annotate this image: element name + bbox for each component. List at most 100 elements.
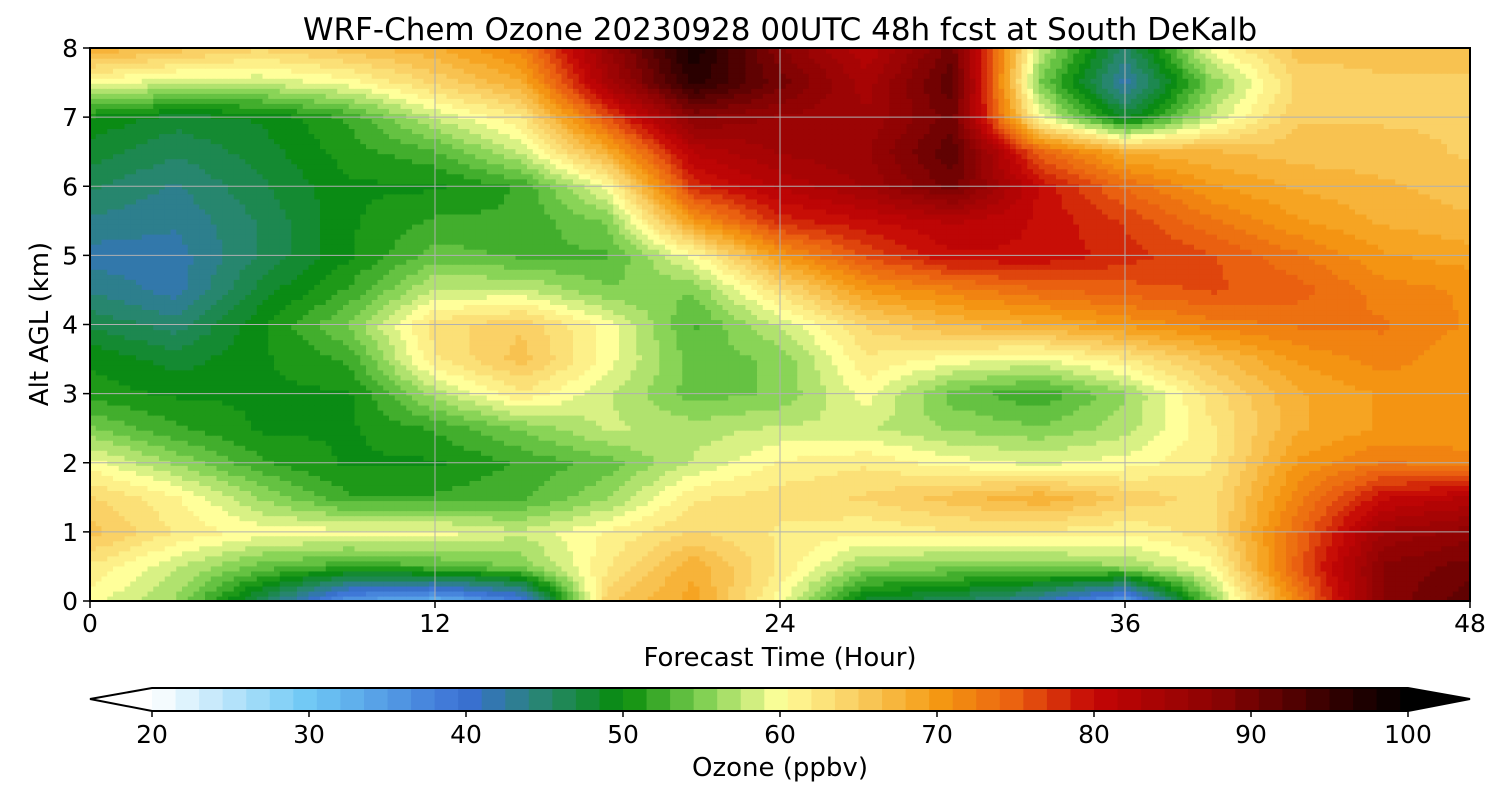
- ozone-cell: [171, 586, 177, 592]
- ozone-cell: [389, 576, 395, 582]
- ozone-cell: [1459, 581, 1465, 587]
- ozone-cell: [1142, 571, 1148, 577]
- ozone-cell: [481, 591, 487, 597]
- ozone-cell: [251, 566, 257, 572]
- ozone-cell: [521, 581, 527, 587]
- ozone-cell: [113, 571, 119, 577]
- ozone-cell: [280, 591, 286, 597]
- ozone-cell: [383, 586, 389, 592]
- ozone-cell: [130, 576, 136, 582]
- ozone-cell: [1200, 586, 1206, 592]
- ozone-cell: [412, 571, 418, 577]
- ozone-cell: [107, 591, 113, 597]
- ozone-cell: [924, 581, 930, 587]
- ozone-cell: [1056, 576, 1062, 582]
- ozone-cell: [343, 571, 349, 577]
- ozone-cell: [125, 586, 131, 592]
- ozone-cell: [665, 571, 671, 577]
- ozone-cell: [705, 581, 711, 587]
- ozone-cell: [682, 576, 688, 582]
- ozone-cell: [625, 591, 631, 597]
- ozone-cell: [826, 576, 832, 582]
- ozone-cell: [1068, 581, 1074, 587]
- ozone-cell: [217, 571, 223, 577]
- ozone-cell: [1234, 586, 1240, 592]
- ozone-cell: [884, 581, 890, 587]
- ozone-cell: [1131, 576, 1137, 582]
- ozone-cell: [1091, 581, 1097, 587]
- ozone-cell: [884, 576, 890, 582]
- ozone-cell: [682, 591, 688, 597]
- ozone-cell: [435, 586, 441, 592]
- ozone-cell: [1223, 591, 1229, 597]
- ozone-cell: [728, 581, 734, 587]
- ozone-cell: [1395, 576, 1401, 582]
- ozone-cell: [1016, 566, 1022, 572]
- ozone-cell: [1050, 576, 1056, 582]
- ozone-cell: [1194, 586, 1200, 592]
- ozone-cell: [1085, 576, 1091, 582]
- ozone-cell: [1114, 581, 1120, 587]
- ozone-cell: [493, 586, 499, 592]
- ozone-cell: [820, 566, 826, 572]
- ozone-cell: [176, 581, 182, 587]
- ozone-cell: [349, 586, 355, 592]
- ozone-cell: [757, 586, 763, 592]
- ozone-cell: [953, 591, 959, 597]
- ozone-cell: [113, 576, 119, 582]
- ozone-cell: [958, 571, 964, 577]
- ozone-cell: [1194, 581, 1200, 587]
- ozone-cell: [1211, 586, 1217, 592]
- ozone-cell: [349, 591, 355, 597]
- ozone-cell: [337, 581, 343, 587]
- ozone-cell: [96, 591, 102, 597]
- ozone-cell: [1137, 586, 1143, 592]
- ozone-cell: [855, 571, 861, 577]
- ozone-cell: [665, 591, 671, 597]
- ozone-cell: [1361, 591, 1367, 597]
- ozone-cell: [326, 591, 332, 597]
- ozone-cell: [1160, 576, 1166, 582]
- ozone-cell: [217, 591, 223, 597]
- ozone-cell: [705, 566, 711, 572]
- ozone-cell: [976, 571, 982, 577]
- ozone-cell: [1183, 581, 1189, 587]
- ozone-cell: [516, 586, 522, 592]
- ozone-cell: [866, 571, 872, 577]
- ozone-cell: [125, 566, 131, 572]
- ozone-cell: [395, 571, 401, 577]
- ozone-cell: [613, 576, 619, 582]
- ozone-cell: [464, 581, 470, 587]
- ozone-cell: [1372, 571, 1378, 577]
- ozone-cell: [746, 566, 752, 572]
- ozone-cell: [964, 576, 970, 582]
- ozone-cell: [734, 591, 740, 597]
- ozone-cell: [286, 591, 292, 597]
- ozone-cell: [165, 586, 171, 592]
- ozone-cell: [1108, 581, 1114, 587]
- ozone-cell: [1206, 591, 1212, 597]
- ozone-cell: [970, 576, 976, 582]
- ozone-cell: [797, 566, 803, 572]
- ozone-cell: [372, 576, 378, 582]
- ozone-cell: [458, 576, 464, 582]
- ozone-cell: [211, 581, 217, 587]
- ozone-cell: [878, 581, 884, 587]
- ozone-cell: [659, 591, 665, 597]
- ozone-cell: [918, 576, 924, 582]
- ozone-cell: [884, 586, 890, 592]
- ozone-cell: [1441, 571, 1447, 577]
- ozone-cell: [769, 591, 775, 597]
- ozone-cell: [1142, 581, 1148, 587]
- ozone-cell: [999, 581, 1005, 587]
- ozone-cell: [521, 586, 527, 592]
- ozone-cell: [412, 591, 418, 597]
- ozone-cell: [1010, 591, 1016, 597]
- ozone-cell: [1315, 591, 1321, 597]
- ozone-cell: [613, 566, 619, 572]
- ozone-cell: [320, 586, 326, 592]
- ozone-cell: [608, 586, 614, 592]
- ozone-cell: [222, 576, 228, 582]
- ozone-cell: [654, 566, 660, 572]
- ozone-cell: [148, 576, 154, 582]
